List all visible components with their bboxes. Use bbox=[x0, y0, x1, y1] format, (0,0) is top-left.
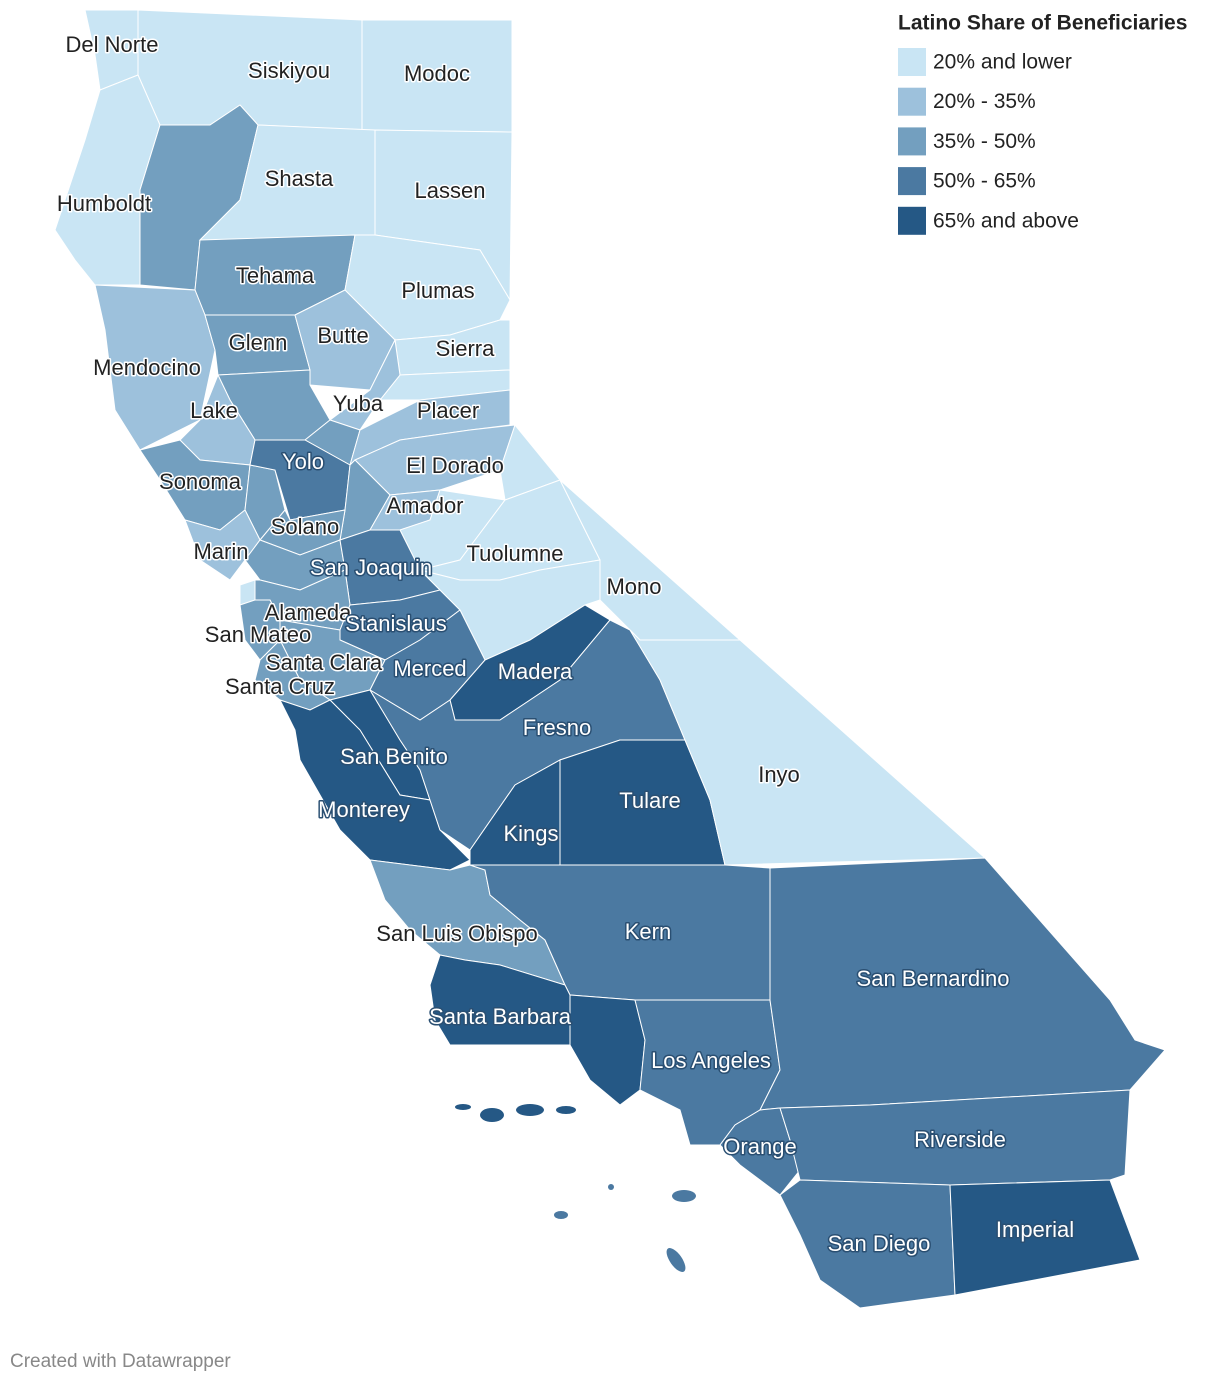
county-label: Sonoma bbox=[159, 469, 242, 494]
county-label: Tuolumne bbox=[466, 541, 563, 566]
legend-swatch bbox=[898, 48, 926, 76]
county-label: Inyo bbox=[758, 762, 800, 787]
island bbox=[516, 1104, 544, 1116]
county-label: Kern bbox=[625, 919, 671, 944]
county-label: Marin bbox=[193, 539, 248, 564]
county-label: Butte bbox=[317, 323, 368, 348]
island bbox=[666, 1248, 686, 1272]
county-label: Los Angeles bbox=[651, 1048, 771, 1073]
county bbox=[279, 699, 471, 871]
county-labels: Del Norte Siskiyou Modoc Humboldt Shasta Lass… bbox=[55, 30, 1075, 1257]
island bbox=[556, 1106, 576, 1114]
county-label: Solano bbox=[271, 514, 340, 539]
legend-label: 20% - 35% bbox=[933, 90, 1036, 113]
county-label: Mendocino bbox=[93, 355, 201, 380]
county-label: Santa Cruz bbox=[225, 674, 335, 699]
county-label: Kings bbox=[503, 821, 558, 846]
credit: Created with Datawrapper bbox=[10, 1351, 231, 1372]
county-label: Stanislaus bbox=[345, 611, 447, 636]
county-label: Del Norte bbox=[66, 32, 159, 57]
legend: Latino Share of Beneficiaries 20% and lo… bbox=[898, 12, 1187, 235]
county-label: San Luis Obispo bbox=[376, 921, 537, 946]
islands bbox=[455, 1104, 696, 1272]
county-label: Yuba bbox=[333, 391, 384, 416]
legend-swatch bbox=[898, 206, 926, 235]
county-label: Orange bbox=[723, 1134, 796, 1159]
county-label: Placer bbox=[417, 398, 479, 423]
legend-label: 20% and lower bbox=[933, 51, 1072, 74]
county bbox=[629, 629, 987, 866]
county bbox=[949, 1179, 1141, 1296]
county-label: Imperial bbox=[996, 1217, 1074, 1242]
county-label: Yolo bbox=[282, 449, 324, 474]
county-label: Tulare bbox=[619, 788, 681, 813]
county-label: Humboldt bbox=[57, 191, 151, 216]
legend-label: 35% - 50% bbox=[933, 130, 1036, 153]
county-label: Alameda bbox=[265, 600, 353, 625]
legend-items: 20% and lower 20% - 35% 35% - 50% 50% - 65%… bbox=[898, 48, 1079, 235]
island bbox=[672, 1190, 696, 1202]
county-label: Riverside bbox=[914, 1127, 1006, 1152]
legend-swatch bbox=[898, 127, 926, 156]
county-label: Madera bbox=[498, 659, 573, 684]
county bbox=[418, 559, 601, 661]
island bbox=[554, 1211, 568, 1219]
county-label: San Benito bbox=[340, 744, 448, 769]
county-label: Santa Clara bbox=[266, 650, 383, 675]
county-label: Merced bbox=[393, 656, 466, 681]
legend-swatch bbox=[898, 167, 926, 196]
county-label: Mono bbox=[606, 574, 661, 599]
county-label: Santa Barbara bbox=[429, 1004, 572, 1029]
island bbox=[455, 1104, 471, 1110]
county-label: Monterey bbox=[318, 797, 410, 822]
county-label: Fresno bbox=[523, 715, 591, 740]
county bbox=[569, 994, 646, 1106]
county-label: El Dorado bbox=[406, 453, 504, 478]
island bbox=[480, 1108, 504, 1122]
legend-swatch bbox=[898, 87, 926, 116]
county-label: Plumas bbox=[401, 278, 474, 303]
legend-label: 50% - 65% bbox=[933, 170, 1036, 193]
county-label: Tehama bbox=[236, 263, 315, 288]
legend-title: Latino Share of Beneficiaries bbox=[898, 12, 1187, 35]
county bbox=[54, 74, 161, 286]
county-label: Lake bbox=[190, 398, 238, 423]
county-label: Shasta bbox=[265, 166, 334, 191]
counties bbox=[54, 9, 1166, 1309]
county-label: Glenn bbox=[229, 330, 288, 355]
county-label: San Bernardino bbox=[857, 966, 1010, 991]
county-label: San Joaquin bbox=[310, 555, 432, 580]
county-label: Siskiyou bbox=[248, 58, 330, 83]
county bbox=[559, 479, 742, 641]
island bbox=[608, 1184, 614, 1190]
county-label: San Diego bbox=[828, 1231, 931, 1256]
county-label: Lassen bbox=[415, 178, 486, 203]
legend-label: 65% and above bbox=[933, 209, 1079, 232]
county-label: Amador bbox=[386, 493, 463, 518]
county-label: San Mateo bbox=[205, 622, 311, 647]
county bbox=[779, 1179, 956, 1309]
county-label: Sierra bbox=[436, 336, 495, 361]
county-label: Modoc bbox=[404, 61, 470, 86]
